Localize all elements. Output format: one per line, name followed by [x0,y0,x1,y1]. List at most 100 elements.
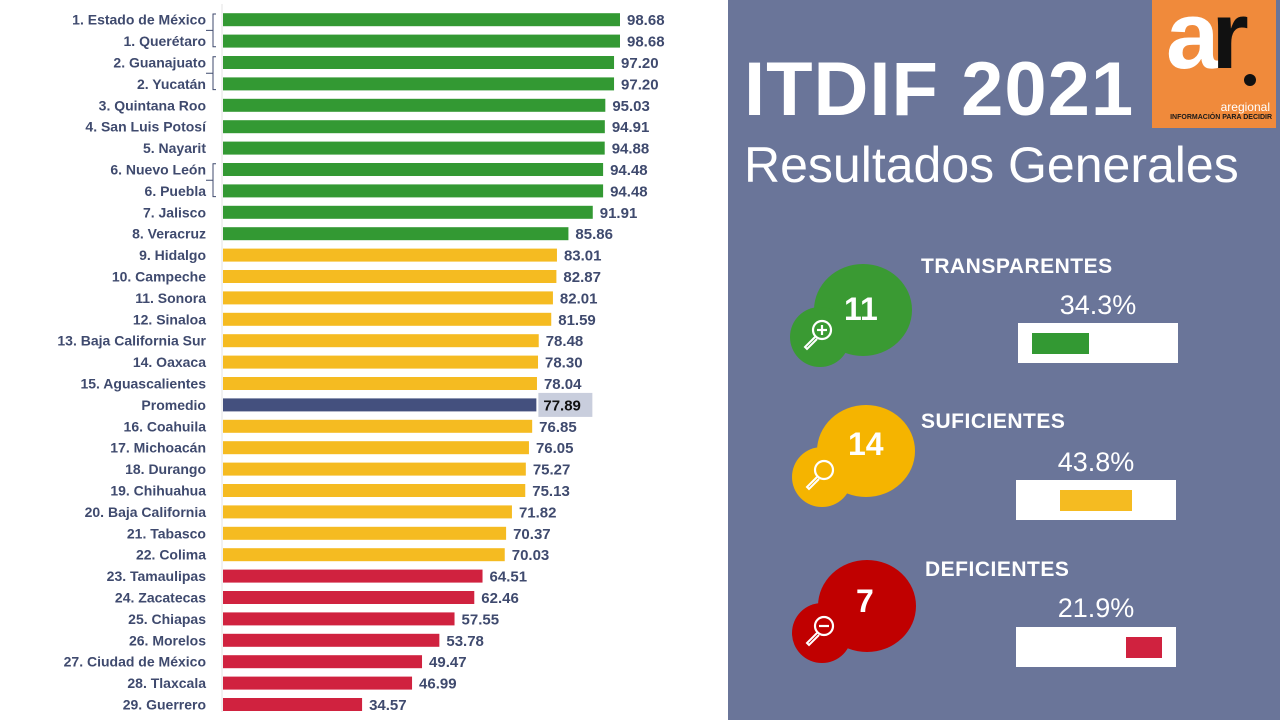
bar [223,462,526,476]
category-label: 20. Baja California [85,504,207,520]
category-label: 19. Chihuahua [110,483,206,499]
icon-bubble [792,447,852,507]
bar [223,120,605,134]
value-label: 83.01 [564,248,602,265]
icon-bubble [790,307,850,367]
group-transparentes: 11 TRANSPARENTES 34.3% [728,255,1280,395]
logo-name: aregional [1220,100,1270,114]
value-label: 94.88 [612,141,650,158]
value-label: 95.03 [612,98,650,115]
category-label: 27. Ciudad de México [64,654,206,670]
bar [223,612,455,626]
bar [223,248,557,262]
average-value-highlight [538,392,593,417]
category-label: 25. Chiapas [128,611,206,627]
percent-label: 43.8% [1057,447,1135,477]
category-label: 26. Morelos [129,632,206,648]
aregional-logo: ar aregional INFORMACIÓN PARA DECIDIR [1152,0,1276,128]
ranking-bar-chart: 1. Estado de México 98.68 1. Querétaro 98.6… [57,4,665,714]
bar [223,77,615,91]
category-label: 12. Sinaloa [133,311,206,327]
bar [223,56,615,69]
bar [223,377,537,390]
value-label: 97.20 [621,55,659,72]
logo-tagline: INFORMACIÓN PARA DECIDIR [1170,114,1272,121]
bar [223,312,552,326]
value-label: 94.48 [610,183,648,200]
value-label: 91.91 [600,205,638,222]
percent-label: 21.9% [1057,593,1135,623]
value-label: 34.57 [369,697,407,714]
value-label: 78.30 [545,355,583,372]
bar [223,141,605,155]
percent-bar-fill [1032,333,1089,354]
value-label: 82.01 [560,290,598,307]
category-label: 22. Colima [136,547,206,563]
value-label: 78.04 [544,376,582,393]
value-label: 46.99 [419,676,457,693]
bar [223,548,505,562]
count-value: 11 [844,291,878,327]
value-label: 76.05 [536,440,574,457]
category-label: 7. Jalisco [143,204,206,220]
value-label: 77.89 [543,397,581,414]
category-label: 8. Veracruz [132,226,206,242]
group-title: SUFICIENTES [921,410,1066,433]
bar [223,698,363,711]
bar [223,205,593,219]
logo-mark: ar [1166,0,1249,89]
value-label: 62.46 [481,590,519,607]
icon-bubble [792,603,852,663]
category-label: 9. Hidalgo [139,247,206,263]
bar [223,355,539,369]
ranking-chart-panel: 1. Estado de México 98.68 1. Querétaro 98.6… [57,4,665,714]
percent-label: 34.3% [1059,290,1137,320]
tie-bracket [206,13,216,48]
value-label: 75.13 [532,483,570,500]
category-label: 28. Tlaxcala [127,675,206,691]
category-label: 11. Sonora [135,290,206,306]
category-label: Promedio [141,397,206,413]
category-label: 13. Baja California Sur [57,333,206,349]
category-label: 23. Tamaulipas [107,568,207,584]
category-label: 15. Aguascalientes [80,376,206,392]
value-label: 71.82 [519,504,557,521]
value-label: 53.78 [446,633,484,650]
count-value: 7 [856,583,874,619]
value-label: 76.85 [539,419,577,436]
group-title: TRANSPARENTES [921,255,1113,278]
bar [223,633,440,647]
bar [223,270,557,283]
logo-dot [1244,74,1256,86]
value-label: 85.86 [575,226,613,243]
group-title: DEFICIENTES [925,558,1070,581]
bar [223,655,423,669]
category-label: 17. Michoacán [110,440,206,456]
tie-bracket [206,163,216,198]
category-label: 16. Coahuila [124,418,207,434]
bar [223,591,475,604]
category-label: 5. Nayarit [143,140,206,156]
value-label: 70.37 [513,526,551,543]
category-label: 4. San Luis Potosí [85,119,207,135]
summary-panel: ar aregional INFORMACIÓN PARA DECIDIR IT… [728,0,1280,720]
zoom-out-icon [805,615,835,647]
zoom-in-icon [803,319,833,351]
category-label: 24. Zacatecas [115,590,206,606]
bar [223,441,529,455]
category-label: 6. Nuevo León [110,162,206,178]
category-label: 18. Durango [125,461,206,477]
bar [223,334,539,348]
category-label: 14. Oaxaca [133,354,206,370]
value-label: 98.68 [627,34,665,51]
value-label: 75.27 [533,462,571,479]
value-label: 78.48 [546,333,584,350]
percent-bar [1016,480,1176,520]
value-label: 64.51 [490,569,528,586]
bar [223,98,606,112]
value-label: 98.68 [627,12,665,29]
category-label: 1. Querétaro [124,33,206,49]
value-label: 70.03 [512,547,550,564]
category-label: 21. Tabasco [127,525,206,541]
bar [223,676,413,690]
